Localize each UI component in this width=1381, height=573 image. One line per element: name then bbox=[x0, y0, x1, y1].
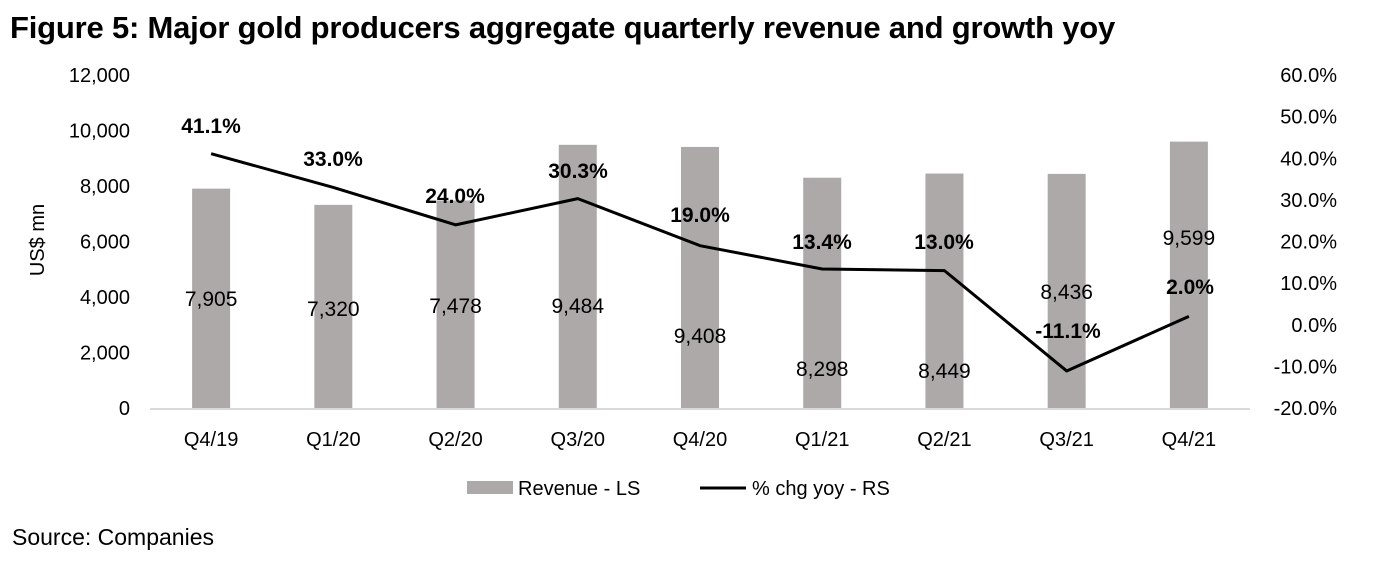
bar bbox=[436, 200, 475, 408]
y-tick-label: 6,000 bbox=[80, 232, 130, 254]
x-tick-label: Q2/20 bbox=[428, 429, 482, 451]
y-tick-label: 0 bbox=[119, 398, 130, 420]
bar bbox=[314, 204, 353, 408]
y2-tick-label: 20.0% bbox=[1280, 232, 1337, 254]
x-tick-label: Q4/21 bbox=[1162, 429, 1216, 451]
x-tick-label: Q4/20 bbox=[673, 429, 727, 451]
legend-label-revenue: Revenue - LS bbox=[518, 478, 640, 500]
line-data-label: 13.0% bbox=[914, 231, 974, 254]
line-data-label: 33.0% bbox=[303, 148, 363, 171]
bar bbox=[1169, 141, 1208, 408]
bar-data-labels: 7,905 7,320 7,478 9,484 9,408 8,298 8,449 8,436… bbox=[185, 227, 1215, 383]
line-data-label: 19.0% bbox=[670, 204, 730, 227]
bar-data-label: 9,484 bbox=[551, 295, 604, 318]
bar bbox=[803, 177, 842, 408]
bar-data-label: 8,449 bbox=[918, 360, 971, 383]
bar bbox=[925, 173, 964, 408]
y-axis-right: -20.0% -10.0% 0.0% 10.0% 20.0% 30.0% 40.0% 50.0… bbox=[1274, 65, 1338, 420]
bar-data-label: 8,436 bbox=[1040, 281, 1093, 304]
bar-data-label: 7,478 bbox=[429, 295, 482, 318]
line-data-label: 24.0% bbox=[425, 185, 485, 208]
line-data-label: 2.0% bbox=[1166, 276, 1214, 299]
source-note: Source: Companies bbox=[12, 524, 214, 550]
y2-tick-label: 10.0% bbox=[1280, 273, 1337, 295]
x-tick-label: Q3/21 bbox=[1039, 429, 1093, 451]
legend-label-yoy: % chg yoy - RS bbox=[752, 478, 890, 500]
bar bbox=[192, 188, 231, 408]
y-tick-label: 10,000 bbox=[69, 121, 130, 143]
line-data-label: 13.4% bbox=[792, 231, 852, 254]
x-axis: Q4/19 Q1/20 Q2/20 Q3/20 Q4/20 Q1/21 Q2/21 Q3/21… bbox=[184, 429, 1216, 451]
bar-data-label: 7,905 bbox=[185, 288, 238, 311]
y2-tick-label: 60.0% bbox=[1280, 65, 1337, 87]
y2-tick-label: 30.0% bbox=[1280, 190, 1337, 212]
y-tick-label: 12,000 bbox=[69, 65, 130, 87]
y2-tick-label: 0.0% bbox=[1291, 315, 1337, 337]
y-tick-label: 2,000 bbox=[80, 343, 130, 365]
x-tick-label: Q4/19 bbox=[184, 429, 238, 451]
chart-title: Figure 5: Major gold producers aggregate… bbox=[10, 10, 1116, 45]
legend-swatch-revenue bbox=[467, 481, 513, 494]
line-data-label: 41.1% bbox=[181, 115, 241, 138]
bar bbox=[558, 144, 597, 408]
bar-data-label: 8,298 bbox=[796, 358, 849, 381]
y2-tick-label: -10.0% bbox=[1274, 356, 1338, 378]
x-tick-label: Q2/21 bbox=[917, 429, 971, 451]
y2-tick-label: 50.0% bbox=[1280, 107, 1337, 129]
x-tick-label: Q1/20 bbox=[306, 429, 360, 451]
bar-data-label: 7,320 bbox=[307, 298, 360, 321]
line-series bbox=[210, 152, 1190, 373]
bar-series bbox=[192, 141, 1208, 409]
x-tick-label: Q3/20 bbox=[551, 429, 605, 451]
bar bbox=[1047, 173, 1086, 408]
y-axis-label: US$ mn bbox=[27, 204, 49, 276]
line-data-label: 30.3% bbox=[548, 160, 608, 183]
x-tick-label: Q1/21 bbox=[795, 429, 849, 451]
y2-tick-label: 40.0% bbox=[1280, 148, 1337, 170]
line-data-label: -11.1% bbox=[1035, 320, 1101, 343]
line-data-labels: 41.1% 33.0% 24.0% 30.3% 19.0% 13.4% 13.0% -11.1… bbox=[181, 115, 1214, 343]
bar bbox=[681, 146, 719, 409]
legend: Revenue - LS % chg yoy - RS bbox=[467, 478, 890, 500]
bar-data-label: 9,408 bbox=[674, 325, 727, 348]
bar-data-label: 9,599 bbox=[1163, 227, 1216, 250]
y-tick-label: 8,000 bbox=[80, 176, 130, 198]
y2-tick-label: -20.0% bbox=[1274, 398, 1338, 420]
y-axis-left: 0 2,000 4,000 6,000 8,000 10,000 12,000 bbox=[69, 65, 130, 420]
y-tick-label: 4,000 bbox=[80, 287, 130, 309]
